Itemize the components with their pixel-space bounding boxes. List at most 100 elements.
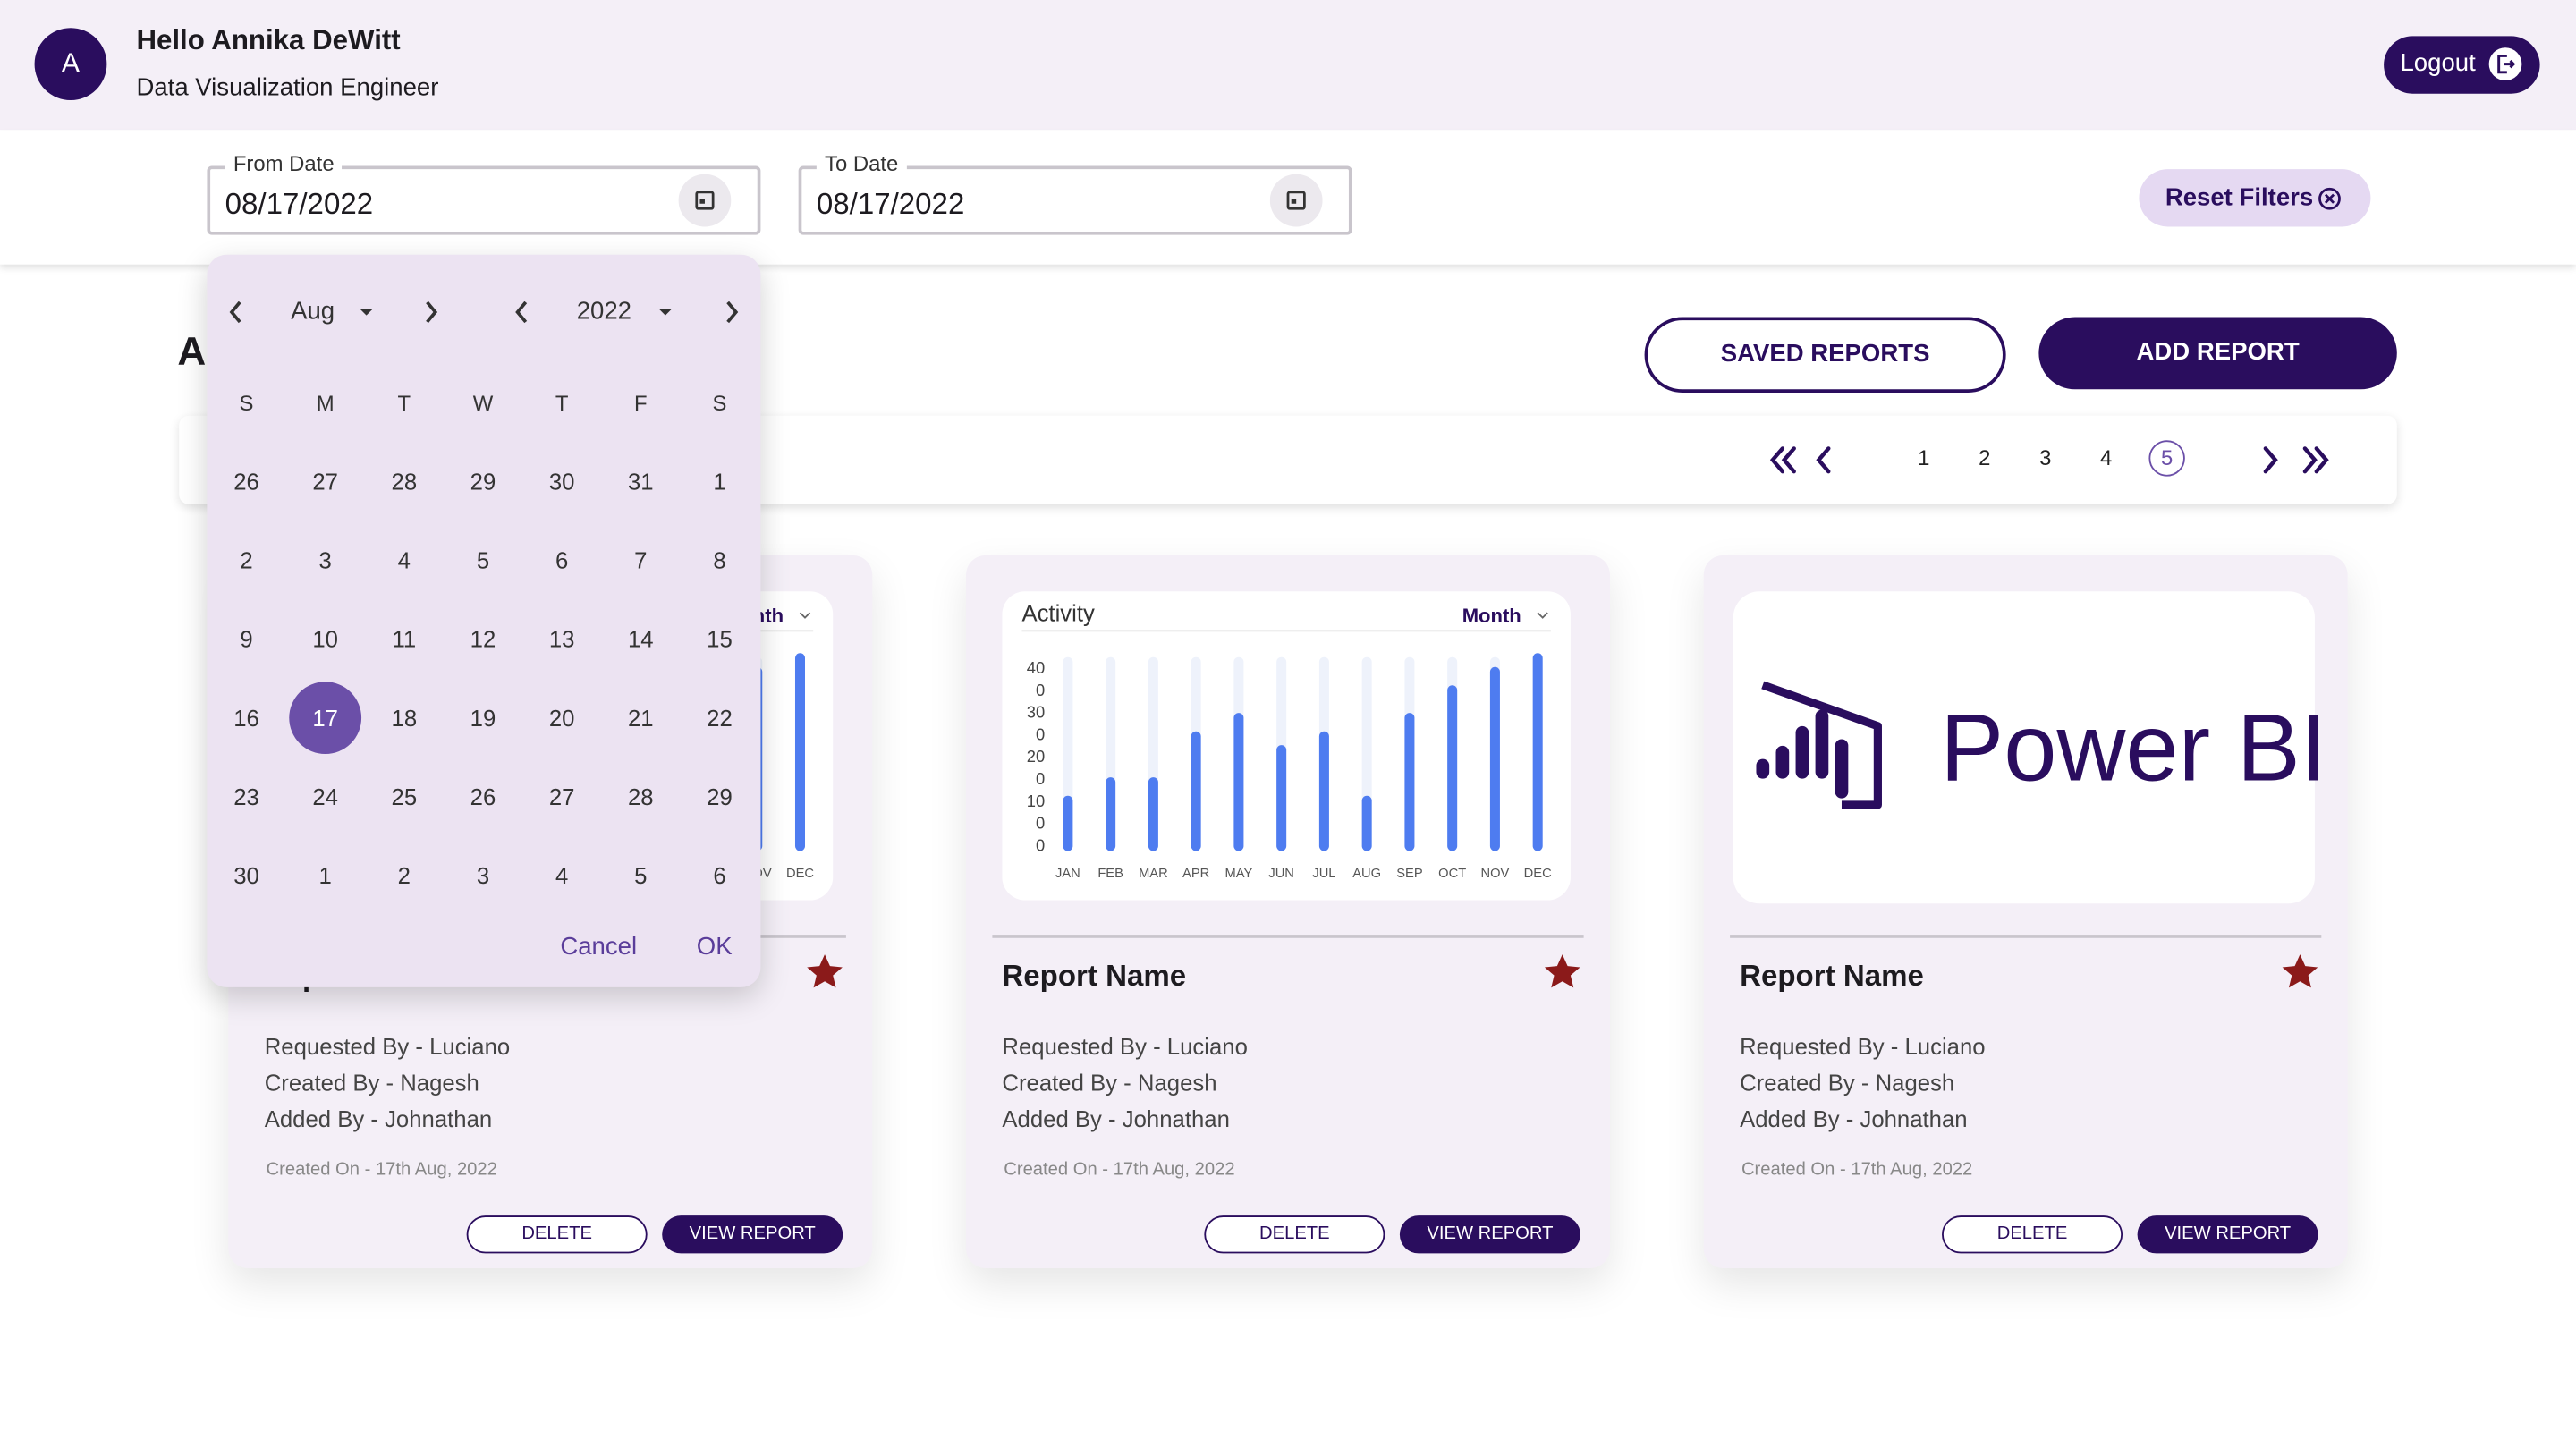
day[interactable]: 26	[470, 783, 496, 810]
weekday: T	[397, 391, 411, 416]
day[interactable]: 16	[233, 704, 259, 732]
icon	[2324, 193, 2335, 204]
logo-text: Power BI	[1940, 694, 2327, 802]
page-arrow	[1816, 446, 1831, 474]
page-number[interactable]: 1	[1918, 445, 1930, 470]
created-on: Created On - 17th Aug, 2022	[1741, 1159, 1973, 1180]
day[interactable]: 8	[713, 546, 726, 574]
x-label: AUG	[1352, 867, 1381, 881]
star	[1544, 954, 1580, 988]
bar	[1361, 795, 1372, 851]
selected-day	[289, 682, 362, 755]
day[interactable]: 22	[707, 704, 733, 732]
day[interactable]: 3	[318, 546, 332, 574]
bar	[1063, 795, 1073, 851]
day[interactable]: 12	[470, 625, 496, 653]
date-field[interactable]	[207, 165, 761, 235]
day[interactable]: 29	[470, 468, 496, 495]
picker-arrow	[426, 301, 438, 324]
card-divider	[992, 935, 1584, 938]
reset-filters[interactable]: Reset Filters	[2139, 169, 2371, 227]
page-number[interactable]: 5	[2160, 445, 2174, 470]
ok-button[interactable]: OK	[696, 933, 733, 961]
day[interactable]: 4	[397, 546, 411, 574]
add-report-button[interactable]: ADD REPORT	[2038, 317, 2397, 390]
saved-reports-button[interactable]: SAVED REPORTS	[1644, 317, 2006, 393]
page-arrow	[2263, 446, 2278, 474]
day[interactable]: 17	[312, 704, 338, 732]
day[interactable]: 21	[628, 704, 654, 732]
day[interactable]: 27	[548, 783, 575, 810]
day[interactable]: 13	[548, 625, 575, 653]
favorite-star	[1544, 954, 1580, 988]
weekday: S	[712, 391, 727, 416]
day[interactable]: 31	[628, 468, 654, 495]
day[interactable]: 2	[240, 546, 253, 574]
day[interactable]: 6	[555, 546, 569, 574]
bar	[1233, 713, 1244, 851]
x-label: MAY	[1225, 867, 1253, 881]
day[interactable]: 2	[397, 862, 411, 889]
view-report-button[interactable]: VIEW REPORT	[2137, 1215, 2318, 1254]
weekday: M	[316, 391, 335, 416]
date-field[interactable]	[798, 165, 1352, 235]
day[interactable]: 3	[476, 862, 490, 889]
calendar-button	[678, 174, 732, 227]
day[interactable]: 4	[555, 862, 569, 889]
bar	[1489, 666, 1500, 851]
x-label: OCT	[1438, 867, 1466, 881]
day[interactable]: 10	[312, 625, 338, 653]
day[interactable]: 7	[634, 546, 648, 574]
page-arrow	[1769, 446, 1796, 474]
day[interactable]: 5	[476, 546, 490, 574]
x-label: DEC	[786, 867, 814, 881]
day[interactable]: 30	[548, 468, 575, 495]
day[interactable]: 25	[391, 783, 418, 810]
page-number[interactable]: 3	[2039, 445, 2052, 470]
day[interactable]: 30	[233, 862, 259, 889]
day[interactable]: 23	[233, 783, 259, 810]
day[interactable]: 9	[240, 625, 253, 653]
day[interactable]: 28	[628, 783, 654, 810]
view-report-button[interactable]: VIEW REPORT	[662, 1215, 843, 1254]
cancel-button[interactable]: Cancel	[560, 933, 638, 961]
month-select[interactable]: Aug	[291, 297, 335, 326]
day[interactable]: 14	[628, 625, 654, 653]
icon	[2318, 187, 2341, 210]
star	[807, 954, 843, 988]
day[interactable]: 24	[312, 783, 338, 810]
day[interactable]: 19	[470, 704, 496, 732]
day[interactable]: 26	[233, 468, 259, 495]
bar	[1276, 745, 1287, 851]
year-select[interactable]: 2022	[576, 297, 631, 326]
bar	[1318, 731, 1329, 851]
day[interactable]: 1	[318, 862, 332, 889]
day[interactable]: 28	[391, 468, 418, 495]
x-label: JUL	[1312, 867, 1335, 881]
logout-button[interactable]: Logout	[2384, 36, 2540, 94]
logo-panel: Power BI	[1733, 591, 2326, 904]
day[interactable]: 20	[548, 704, 575, 732]
view-report-button[interactable]: VIEW REPORT	[1399, 1215, 1580, 1254]
day[interactable]: 1	[713, 468, 726, 495]
page-number[interactable]: 2	[1979, 445, 1991, 470]
calendar-button	[1269, 174, 1323, 227]
y-label: 0	[1036, 681, 1045, 699]
delete-button[interactable]: DELETE	[466, 1215, 648, 1254]
day[interactable]: 11	[392, 625, 417, 653]
day[interactable]: 15	[707, 625, 733, 653]
delete-button[interactable]: DELETE	[1942, 1215, 2123, 1254]
day[interactable]: 6	[713, 862, 726, 889]
delete-button[interactable]: DELETE	[1204, 1215, 1385, 1254]
select-arrow	[1537, 612, 1548, 619]
bar	[1148, 777, 1158, 851]
day[interactable]: 18	[391, 704, 418, 732]
created-on: Created On - 17th Aug, 2022	[266, 1159, 497, 1180]
chart-title: Activity	[1021, 601, 1095, 626]
card-detail: Requested By - Luciano	[1740, 1033, 1986, 1060]
day[interactable]: 27	[312, 468, 338, 495]
page-number[interactable]: 4	[2100, 445, 2113, 470]
day[interactable]: 29	[707, 783, 733, 810]
day[interactable]: 5	[634, 862, 648, 889]
